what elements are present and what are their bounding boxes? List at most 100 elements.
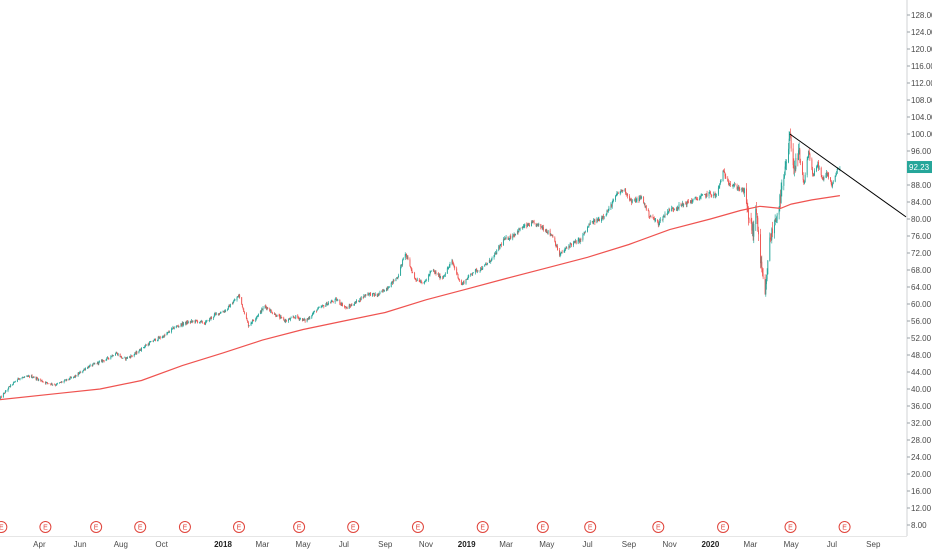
earnings-marker[interactable] [0,521,8,533]
candle-body [704,194,706,195]
x-tick-label: Sep [622,540,637,549]
candle-body [253,320,255,322]
candle-body [72,376,74,378]
candle-body [594,219,596,223]
candle-body [443,275,445,277]
candle-body [439,274,441,279]
candle-body [836,173,838,176]
candle-body [440,277,442,279]
candle-body [143,347,144,348]
candle-body [466,279,468,280]
candle-body [606,211,608,214]
earnings-marker[interactable] [717,521,730,533]
earnings-marker[interactable] [90,521,103,533]
trendline-group[interactable] [789,133,907,218]
candle-body [377,295,379,297]
candle-body [430,270,432,272]
candle-body [831,183,833,187]
candle-body [33,376,35,378]
candle-body [140,350,142,351]
candle-body [284,320,286,322]
candle-body [681,202,683,205]
candle-body [789,136,791,139]
candle-body [569,245,570,247]
earnings-marker[interactable] [411,521,424,533]
candle-body [0,396,2,399]
candle-body [181,323,183,326]
candle-body [186,321,188,324]
earnings-marker[interactable] [584,521,597,533]
candle-body [322,305,324,306]
candle-body [574,241,576,243]
candle-body [69,377,71,380]
candle-body [243,308,245,312]
candle-body [66,378,68,381]
candle-body [256,316,258,318]
candle-body [784,175,785,178]
earnings-marker[interactable] [838,521,851,533]
candle-body [508,239,510,240]
candle-body [448,265,450,268]
x-tick-label: Aug [114,540,128,549]
trendline[interactable] [789,133,907,218]
candle-body [117,352,118,356]
candle-body [335,298,337,300]
candle-body [719,183,721,187]
time-axis[interactable]: Apr Jun Aug Oct 2018 Mar May Jul Sep Nov 2019 Mar Ma… [33,540,881,549]
candle-body [183,323,185,325]
candle-body [68,378,70,380]
candle-body [673,208,675,210]
candle-body [802,162,803,175]
candle-body [204,323,206,325]
earnings-marker[interactable] [347,521,360,533]
earnings-marker[interactable] [134,521,147,533]
earnings-marker[interactable] [178,521,191,533]
candle-body [280,316,282,318]
candle-body [63,380,65,383]
candle-body [526,223,528,227]
candle-body [762,269,763,274]
price-axis[interactable]: 8.00 12.00 16.00 20.00 24.00 28.00 32.00 36.00 4… [907,11,932,530]
candle-body [237,296,239,297]
candle-body [452,263,454,266]
candle-body [135,351,137,354]
y-tick-label: 52.00 [911,334,932,343]
earnings-marker[interactable] [536,521,549,533]
candle-body [167,332,169,334]
earnings-marker[interactable] [652,521,665,533]
earnings-marker[interactable] [39,521,52,533]
x-tick-label: Apr [33,540,46,549]
candle-body [172,327,174,329]
candle-body [239,295,241,298]
candle-body [638,198,640,201]
candle-body [597,218,598,222]
candle-body [5,391,7,392]
candle-body [495,253,497,255]
candle-body [8,386,10,387]
candle-body [470,273,472,275]
candle-body [264,305,266,308]
candle-body [626,193,628,195]
candle-body [372,293,374,294]
candle-body [354,303,355,305]
candle-body [823,177,825,180]
candle-body [672,208,674,210]
candle-body [334,298,336,303]
candle-body [504,237,506,241]
earnings-marker[interactable] [233,521,246,533]
earnings-marker[interactable] [293,521,306,533]
candle-body [32,377,34,379]
candle-body [261,308,263,313]
y-tick-label: 56.00 [911,317,932,326]
earnings-marker[interactable] [784,521,797,533]
candle-body [82,370,84,373]
candle-body [27,376,29,377]
candle-body [526,224,528,227]
candle-body [713,193,715,195]
earnings-marker[interactable] [476,521,489,533]
candle-body [708,192,710,196]
candle-body [52,384,54,386]
candle-body [312,313,314,314]
candle-body [709,191,711,193]
